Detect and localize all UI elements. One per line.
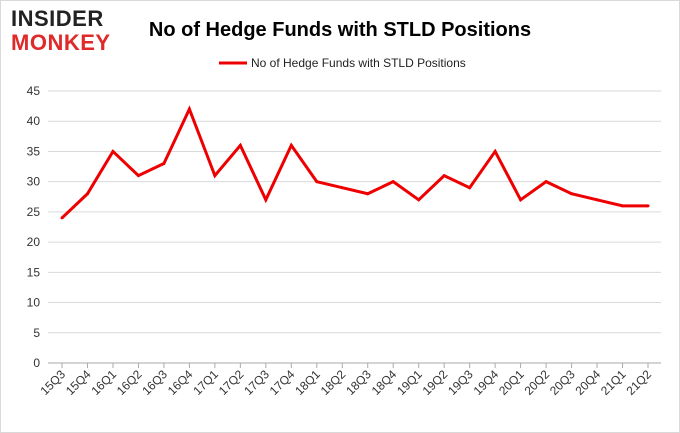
- x-tick-label-20Q1: 20Q1: [496, 367, 527, 398]
- data-point-18Q3: [366, 192, 370, 196]
- data-point-20Q3: [570, 192, 574, 196]
- y-tick-label-30: 30: [27, 175, 41, 189]
- data-point-15Q3: [60, 216, 64, 220]
- x-tick-label-15Q3: 15Q3: [37, 367, 68, 398]
- data-point-19Q1: [417, 198, 421, 202]
- x-tick-label-17Q3: 17Q3: [241, 367, 272, 398]
- x-tick-label-19Q2: 19Q2: [420, 367, 451, 398]
- y-tick-label-45: 45: [27, 84, 41, 98]
- series-line: [60, 105, 648, 220]
- data-point-20Q2: [544, 180, 548, 184]
- data-point-19Q3: [468, 186, 472, 190]
- series-group: [60, 105, 650, 220]
- data-point-17Q2: [238, 143, 242, 147]
- data-point-16Q3: [162, 162, 166, 166]
- data-point-19Q2: [442, 174, 446, 178]
- data-point-17Q3: [264, 198, 268, 202]
- data-point-18Q4: [391, 180, 395, 184]
- x-tick-label-20Q2: 20Q2: [522, 367, 553, 398]
- y-tick-label-0: 0: [33, 356, 40, 370]
- x-tick-label-15Q4: 15Q4: [63, 367, 94, 398]
- data-point-16Q2: [136, 174, 140, 178]
- x-tick-label-16Q3: 16Q3: [139, 367, 170, 398]
- x-axis: 15Q315Q416Q116Q216Q316Q417Q117Q217Q317Q4…: [37, 363, 654, 398]
- data-point-16Q1: [111, 149, 115, 153]
- data-point-17Q1: [213, 174, 217, 178]
- data-point-19Q4: [493, 149, 497, 153]
- x-tick-label-20Q3: 20Q3: [547, 367, 578, 398]
- y-tick-label-25: 25: [27, 205, 41, 219]
- y-axis: 0 5 10 15 20 25 30 35 40 45: [27, 84, 41, 370]
- x-tick-label-18Q2: 18Q2: [318, 367, 349, 398]
- x-tick-label-18Q3: 18Q3: [343, 367, 374, 398]
- x-tick-label-20Q4: 20Q4: [573, 367, 604, 398]
- data-point-20Q1: [519, 198, 523, 202]
- legend-label: No of Hedge Funds with STLD Positions: [251, 56, 466, 70]
- data-point-21Q2: [646, 204, 650, 208]
- data-point-17Q4: [289, 143, 293, 147]
- y-tick-label-35: 35: [27, 144, 41, 158]
- x-tick-label-18Q4: 18Q4: [369, 367, 400, 398]
- y-tick-label-5: 5: [33, 326, 40, 340]
- data-point-18Q2: [340, 186, 344, 190]
- logo-line-1: INSIDER: [11, 6, 104, 31]
- y-tick-label-20: 20: [27, 235, 41, 249]
- gridlines: [48, 90, 661, 364]
- x-tick-label-16Q4: 16Q4: [165, 367, 196, 398]
- x-tick-label-16Q2: 16Q2: [114, 367, 145, 398]
- x-tick-label-21Q1: 21Q1: [598, 367, 629, 398]
- data-point-15Q4: [85, 192, 89, 196]
- chart-title: No of Hedge Funds with STLD Positions: [149, 19, 531, 41]
- x-tick-label-17Q4: 17Q4: [267, 367, 298, 398]
- x-tick-label-19Q1: 19Q1: [394, 367, 425, 398]
- insider-monkey-logo: INSIDER MONKEY: [11, 6, 111, 55]
- x-tick-label-17Q1: 17Q1: [190, 367, 221, 398]
- logo-line-2: MONKEY: [11, 30, 111, 55]
- x-tick-label-19Q3: 19Q3: [445, 367, 476, 398]
- data-point-20Q4: [595, 198, 599, 202]
- x-tick-label-21Q2: 21Q2: [623, 367, 654, 398]
- y-tick-label-40: 40: [27, 114, 41, 128]
- y-tick-label-10: 10: [27, 296, 41, 310]
- x-tick-label-18Q1: 18Q1: [292, 367, 323, 398]
- x-tick-label-16Q1: 16Q1: [88, 367, 119, 398]
- y-tick-label-15: 15: [27, 265, 41, 279]
- data-point-18Q1: [315, 180, 319, 184]
- x-tick-label-17Q2: 17Q2: [216, 367, 247, 398]
- legend: No of Hedge Funds with STLD Positions: [219, 56, 466, 70]
- data-point-16Q4: [187, 107, 191, 111]
- data-point-21Q1: [621, 204, 625, 208]
- x-tick-label-19Q4: 19Q4: [471, 367, 502, 398]
